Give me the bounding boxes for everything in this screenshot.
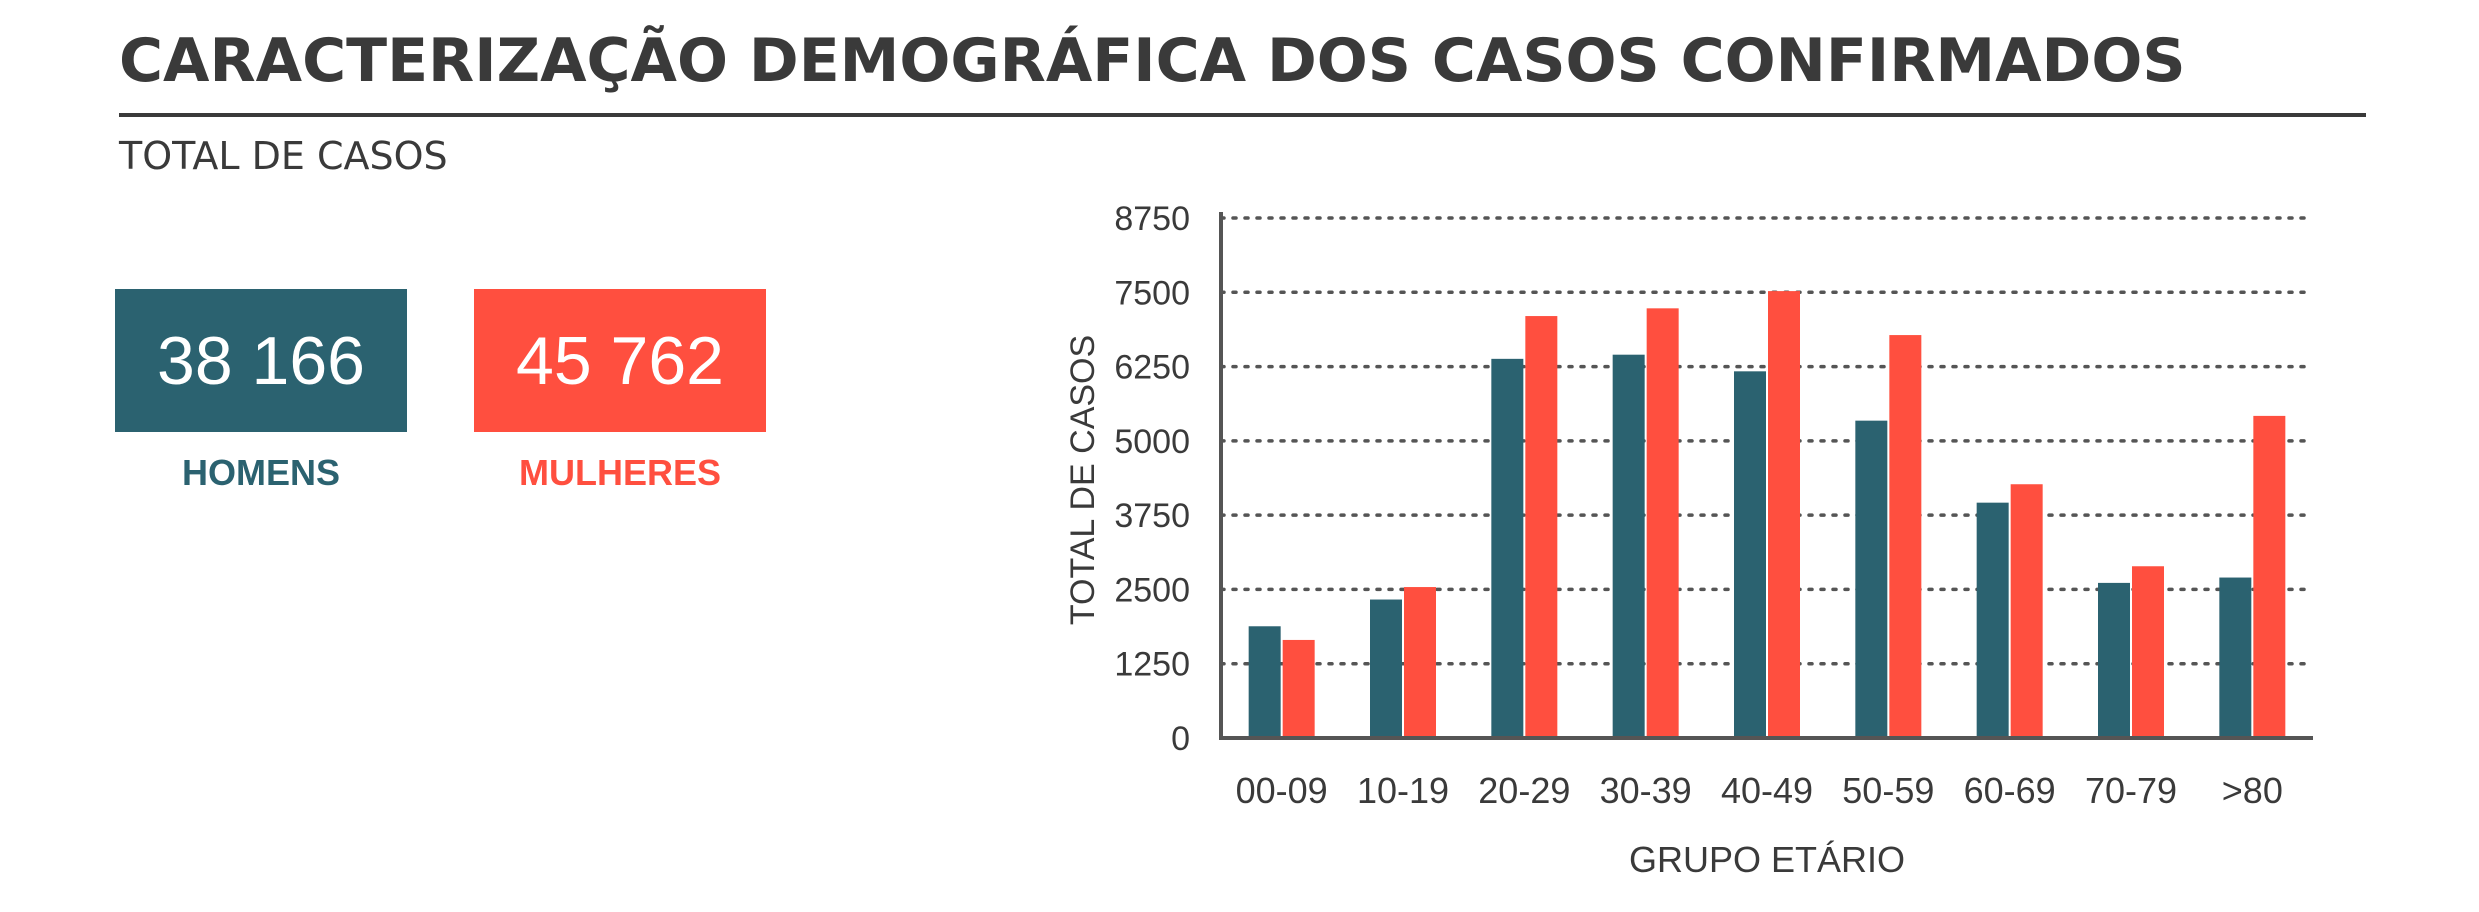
y-tick-label: 2500 <box>1114 571 1190 609</box>
bar <box>1976 502 2009 738</box>
bar <box>2253 415 2286 738</box>
x-tick-label: 70-79 <box>2085 770 2177 811</box>
bar <box>1370 599 1402 738</box>
women-total-card: 45 762 <box>474 289 766 432</box>
bar <box>2132 566 2164 738</box>
bar <box>2098 582 2130 738</box>
y-tick-label: 3750 <box>1114 497 1190 535</box>
y-tick-label: 8750 <box>1114 200 1190 238</box>
x-tick-label: 30-39 <box>1600 770 1692 811</box>
bar <box>1248 626 1281 738</box>
bar <box>1646 308 1679 738</box>
page-title: CARACTERIZAÇÃO DEMOGRÁFICA DOS CASOS CON… <box>119 26 2186 96</box>
y-tick-label: 5000 <box>1114 423 1190 461</box>
bar <box>2219 577 2252 738</box>
y-tick-label: 1250 <box>1114 646 1190 684</box>
section-subtitle: TOTAL DE CASOS <box>119 134 448 178</box>
bar <box>2010 484 2043 738</box>
bar <box>1889 335 1922 738</box>
bar <box>1768 291 1800 738</box>
bar <box>1404 587 1436 738</box>
bar <box>1282 639 1315 738</box>
men-total-value: 38 166 <box>157 322 365 399</box>
bar <box>1525 316 1558 738</box>
x-tick-label: 60-69 <box>1964 770 2056 811</box>
x-tick-label: 50-59 <box>1842 770 1934 811</box>
bar <box>1734 371 1766 738</box>
x-tick-label: 20-29 <box>1478 770 1570 811</box>
bars <box>1248 291 2286 738</box>
title-divider <box>119 113 2366 117</box>
men-label: HOMENS <box>181 452 340 493</box>
x-tick-label: 40-49 <box>1721 770 1813 811</box>
women-total-value: 45 762 <box>516 322 724 399</box>
y-axis-ticks: 0 1250 2500 3750 5000 6250 7500 8750 <box>1114 200 1190 758</box>
bar <box>1855 420 1888 738</box>
x-axis-label: GRUPO ETÁRIO <box>1629 839 1905 880</box>
y-tick-label: 0 <box>1171 720 1190 758</box>
women-label: MULHERES <box>518 452 721 493</box>
men-total-card: 38 166 <box>115 289 407 432</box>
x-tick-label: 10-19 <box>1357 770 1449 811</box>
x-axis-ticks: 00-09 10-19 20-29 30-39 40-49 50-59 60-69 70-79… <box>1236 770 2283 811</box>
y-axis-label: TOTAL DE CASOS <box>1064 335 1102 625</box>
gridlines <box>1219 216 2315 666</box>
y-tick-label: 7500 <box>1114 274 1190 312</box>
x-tick-label: 00-09 <box>1236 770 1328 811</box>
x-tick-label: >80 <box>2222 770 2283 811</box>
y-tick-label: 6250 <box>1114 349 1190 387</box>
bar <box>1612 354 1645 738</box>
bar <box>1491 358 1524 738</box>
